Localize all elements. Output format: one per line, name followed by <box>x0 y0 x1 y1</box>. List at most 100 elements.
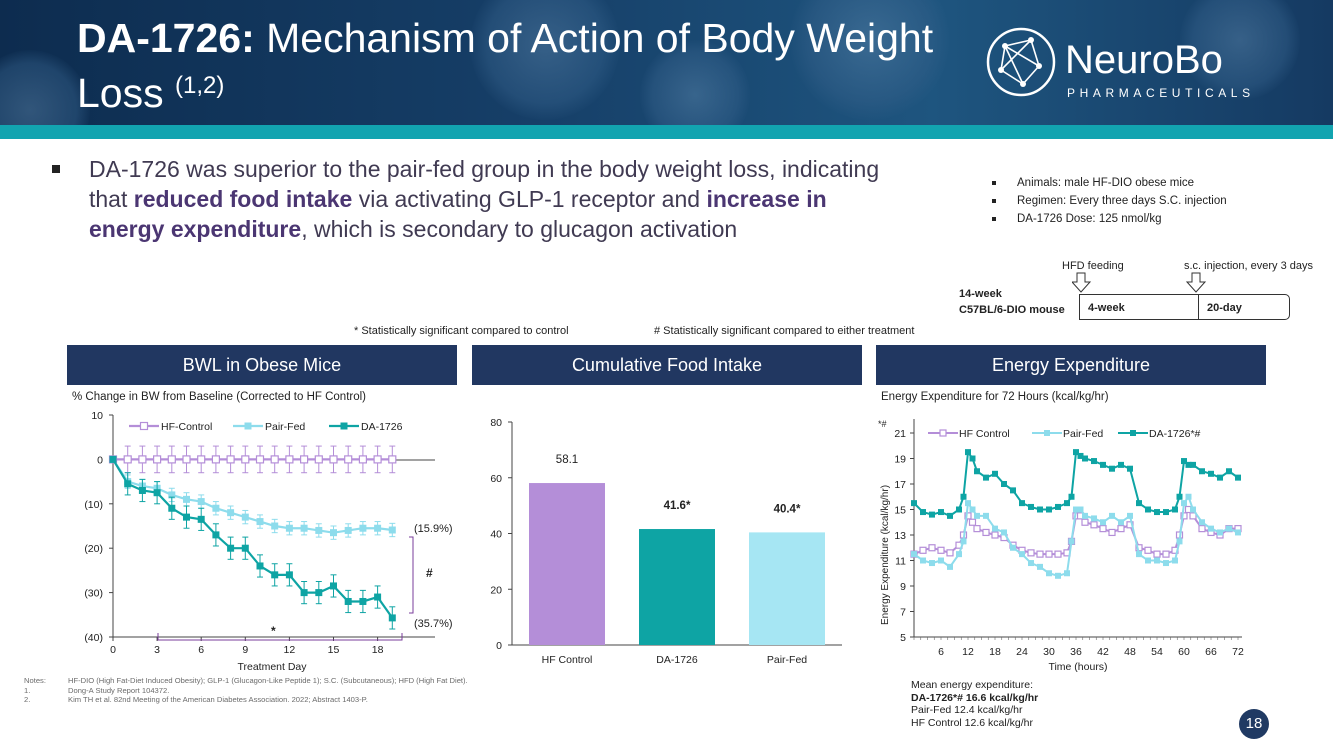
series-pair-fed <box>109 455 396 540</box>
panel-header-food: Cumulative Food Intake <box>472 345 862 385</box>
data-point <box>1162 550 1170 558</box>
virus-decoration <box>1180 0 1300 100</box>
timeline-box-20day: 20-day <box>1198 294 1290 320</box>
data-point <box>965 500 971 507</box>
data-point <box>1073 449 1079 456</box>
main-bullet: DA-1726 was superior to the pair-fed gro… <box>52 154 902 244</box>
legend-label: Pair-Fed <box>265 421 305 433</box>
data-point <box>1045 550 1053 558</box>
data-point <box>271 571 279 579</box>
data-point <box>1001 481 1007 487</box>
data-point <box>1198 525 1206 533</box>
y-tick-label: 40 <box>490 529 502 541</box>
data-point <box>285 571 293 579</box>
data-point <box>1127 465 1133 472</box>
data-point <box>388 614 396 622</box>
legend-marker <box>340 422 348 430</box>
y-tick-label: (30) <box>84 588 103 600</box>
logo-name: NeuroBo <box>1065 38 1223 82</box>
data-point <box>197 455 206 464</box>
data-point <box>1172 557 1178 564</box>
data-point <box>1180 512 1188 520</box>
data-point <box>920 509 926 516</box>
stat-note-hash: # Statistically significant compared to … <box>654 325 915 337</box>
data-point <box>1082 455 1088 462</box>
data-point <box>992 525 998 532</box>
data-point <box>937 546 945 554</box>
data-point <box>330 529 337 537</box>
legend-label: DA-1726*# <box>1149 428 1201 440</box>
data-point <box>1064 570 1070 577</box>
data-point <box>1189 512 1197 520</box>
series-hf-control <box>108 445 397 474</box>
data-point <box>938 509 944 516</box>
y-tick-label: (40) <box>84 632 103 644</box>
data-point <box>946 549 954 557</box>
legend-marker <box>939 429 947 437</box>
bar <box>749 532 825 645</box>
y-tick-label: 17 <box>894 479 906 491</box>
data-point <box>1235 474 1241 481</box>
data-point <box>1109 465 1115 472</box>
y-tick-label: 80 <box>490 417 502 429</box>
data-point <box>344 597 352 605</box>
data-point <box>300 524 308 532</box>
legend-marker <box>1044 430 1050 436</box>
network-molecule-icon <box>986 27 1056 97</box>
category-label: DA-1726 <box>656 654 698 666</box>
bwl-chart-title: % Change in BW from Baseline (Corrected … <box>72 391 366 403</box>
stat-note-star: * Statistically significant compared to … <box>354 325 569 337</box>
data-point <box>911 500 917 507</box>
bullet-square-icon <box>52 165 60 173</box>
data-point <box>1090 521 1098 529</box>
header-banner <box>0 0 1333 125</box>
y-tick-label: 0 <box>496 640 502 652</box>
data-point <box>1027 549 1035 557</box>
data-point <box>1036 550 1044 558</box>
data-point <box>974 468 980 475</box>
data-point <box>1055 503 1061 510</box>
timeline-box-4week: 4-week <box>1079 294 1199 320</box>
data-point <box>1028 560 1034 567</box>
annotation-star: * <box>271 624 276 638</box>
data-point <box>1077 452 1084 459</box>
data-point <box>1108 528 1116 537</box>
data-point <box>300 455 309 464</box>
data-point <box>168 491 176 499</box>
legend: HF Control Pair-Fed DA-1726*# <box>928 428 1201 440</box>
legend-marker <box>1130 430 1136 436</box>
mean-energy-summary: Mean energy expenditure: DA-1726*# 16.6 … <box>911 679 1039 729</box>
x-tick-label: 66 <box>1205 646 1217 658</box>
category-label: Pair-Fed <box>767 654 807 666</box>
data-point <box>1181 500 1187 507</box>
hfd-feeding-label: HFD feeding <box>1062 260 1124 272</box>
data-point <box>359 597 367 605</box>
virus-decoration <box>470 0 620 120</box>
data-point <box>314 455 323 464</box>
data-point <box>1127 512 1133 519</box>
data-point <box>1028 503 1034 510</box>
x-tick-label: 12 <box>962 646 974 658</box>
injection-label: s.c. injection, every 3 days <box>1184 260 1314 272</box>
data-point <box>919 546 927 554</box>
data-point <box>1118 461 1124 468</box>
x-tick-label: 6 <box>938 646 944 658</box>
bar-value-label: 41.6* <box>664 500 691 512</box>
x-axis-label: Treatment Day <box>237 661 307 673</box>
data-point <box>1217 474 1223 481</box>
data-point <box>1091 515 1097 522</box>
data-point <box>983 512 989 519</box>
data-point <box>1100 461 1106 468</box>
panel-header-energy: Energy Expenditure <box>876 345 1266 385</box>
data-point <box>167 455 176 464</box>
data-point <box>973 525 981 533</box>
x-tick-label: 42 <box>1097 646 1109 658</box>
data-point <box>1226 468 1232 475</box>
data-point <box>1019 500 1025 507</box>
footnote: Notes: HF-DIO (High Fat-Diet Induced Obes… <box>24 676 468 685</box>
x-tick-label: 9 <box>242 644 248 656</box>
data-point <box>1185 461 1192 468</box>
data-point <box>1100 519 1106 526</box>
data-point <box>1145 506 1151 513</box>
data-point <box>373 455 382 464</box>
